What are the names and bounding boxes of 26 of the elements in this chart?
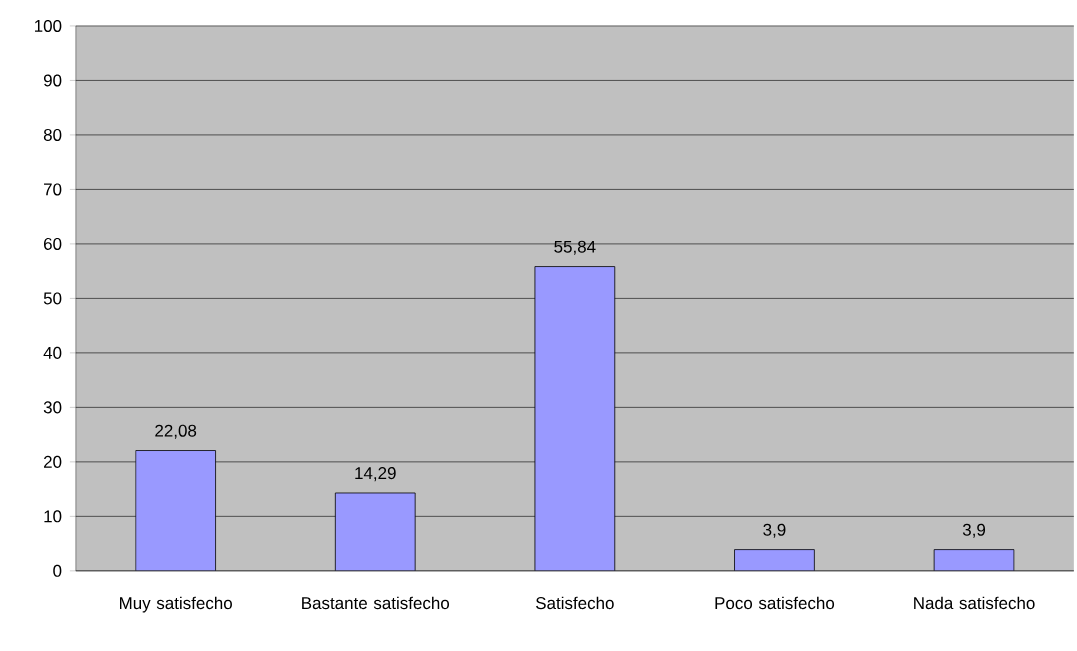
x-tick-label: Bastante satisfecho (302, 596, 450, 610)
data-label: 14,29 (355, 467, 396, 482)
y-tick-label: 40 (43, 347, 62, 360)
x-tick-label: Muy satisfecho (120, 596, 232, 613)
x-tick-label: Nada satisfecho (914, 596, 1035, 610)
bar (135, 450, 216, 571)
y-tick-label: 100 (35, 20, 62, 33)
y-tick-label: 20 (44, 456, 62, 469)
y-tick-label: 90 (43, 74, 62, 87)
data-label: 55,84 (554, 240, 596, 255)
y-tick-label: 0 (53, 564, 62, 578)
bar (334, 492, 416, 571)
y-tick-label: 80 (43, 129, 62, 142)
bar (933, 549, 1015, 571)
y-tick-label: 60 (44, 238, 62, 251)
x-tick-label: Poco satisfecho (715, 596, 835, 610)
x-tick-label: Satisfecho (536, 596, 614, 610)
data-label: 3,9 (962, 523, 986, 538)
y-tick-label: 50 (43, 292, 62, 305)
y-tick-label: 70 (44, 183, 62, 196)
y-tick-label: 10 (44, 510, 62, 523)
bar (534, 266, 616, 571)
data-label: 3,9 (763, 523, 786, 538)
data-label: 22,08 (155, 424, 197, 439)
y-tick-label: 30 (43, 401, 62, 414)
bar (734, 549, 815, 571)
